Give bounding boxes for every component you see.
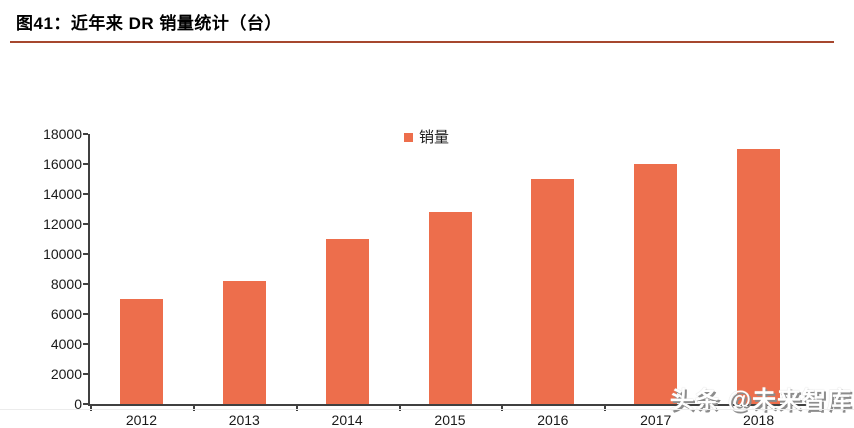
x-axis-tick: [296, 406, 298, 411]
y-axis-label: 8000: [50, 276, 82, 292]
x-axis-tick: [90, 406, 92, 411]
chart-legend: 销量: [404, 126, 449, 147]
dr-sales-bar-chart: 销量 0 2000 4000 6000 8000 10000 12000 14000 16000…: [0, 50, 854, 428]
report-figure-page: 图41：近年来 DR 销量统计（台） 销量 0 2000 4000 6000 8000 1…: [0, 14, 854, 428]
plot-area: 0 2000 4000 6000 8000 10000 12000 14000 16000 180…: [43, 126, 812, 428]
x-axis-label-2012: 2012: [125, 412, 157, 428]
y-axis-tick: [83, 373, 88, 375]
y-axis-tick: [83, 133, 88, 135]
x-axis-tick: [604, 406, 606, 411]
y-axis-label: 0: [74, 396, 82, 412]
y-axis-tick: [83, 223, 88, 225]
y-axis-label: 4000: [50, 336, 82, 352]
y-axis-label: 2000: [50, 366, 82, 382]
bar-2015: [428, 212, 472, 404]
y-axis-tick: [83, 193, 88, 195]
y-axis-label: 10000: [43, 246, 82, 262]
legend-swatch-icon: [404, 132, 413, 142]
y-axis-label: 16000: [43, 156, 82, 172]
bar-2016: [531, 179, 575, 404]
y-axis-tick: [83, 253, 88, 255]
y-axis-label: 6000: [50, 306, 82, 322]
legend-label: 销量: [419, 129, 450, 146]
y-axis-label: 18000: [43, 126, 82, 142]
y-axis-tick: [83, 343, 88, 345]
page-bottom-divider: [0, 409, 854, 410]
x-axis-label-2014: 2014: [331, 412, 363, 428]
x-axis-tick: [707, 406, 709, 411]
x-axis-label-2016: 2016: [537, 412, 569, 428]
x-axis-tick: [399, 406, 401, 411]
bar-2014: [325, 239, 369, 404]
y-axis-tick: [83, 403, 88, 405]
bar-2017: [634, 164, 678, 404]
x-axis-tick: [193, 406, 195, 411]
figure-title: 图41：近年来 DR 销量统计（台）: [16, 14, 282, 33]
y-axis-tick: [83, 313, 88, 315]
x-axis-tick: [810, 406, 812, 411]
y-axis-label: 14000: [43, 186, 82, 202]
bar-2013: [222, 281, 266, 404]
y-axis-tick: [83, 283, 88, 285]
x-axis-label-2015: 2015: [434, 412, 466, 428]
y-axis-label: 12000: [43, 216, 82, 232]
bar-2012: [119, 299, 163, 404]
title-divider: [10, 41, 834, 43]
x-axis-tick: [501, 406, 503, 411]
bar-2018: [737, 149, 781, 404]
y-axis-tick: [83, 163, 88, 165]
x-axis-label-2013: 2013: [228, 412, 260, 428]
